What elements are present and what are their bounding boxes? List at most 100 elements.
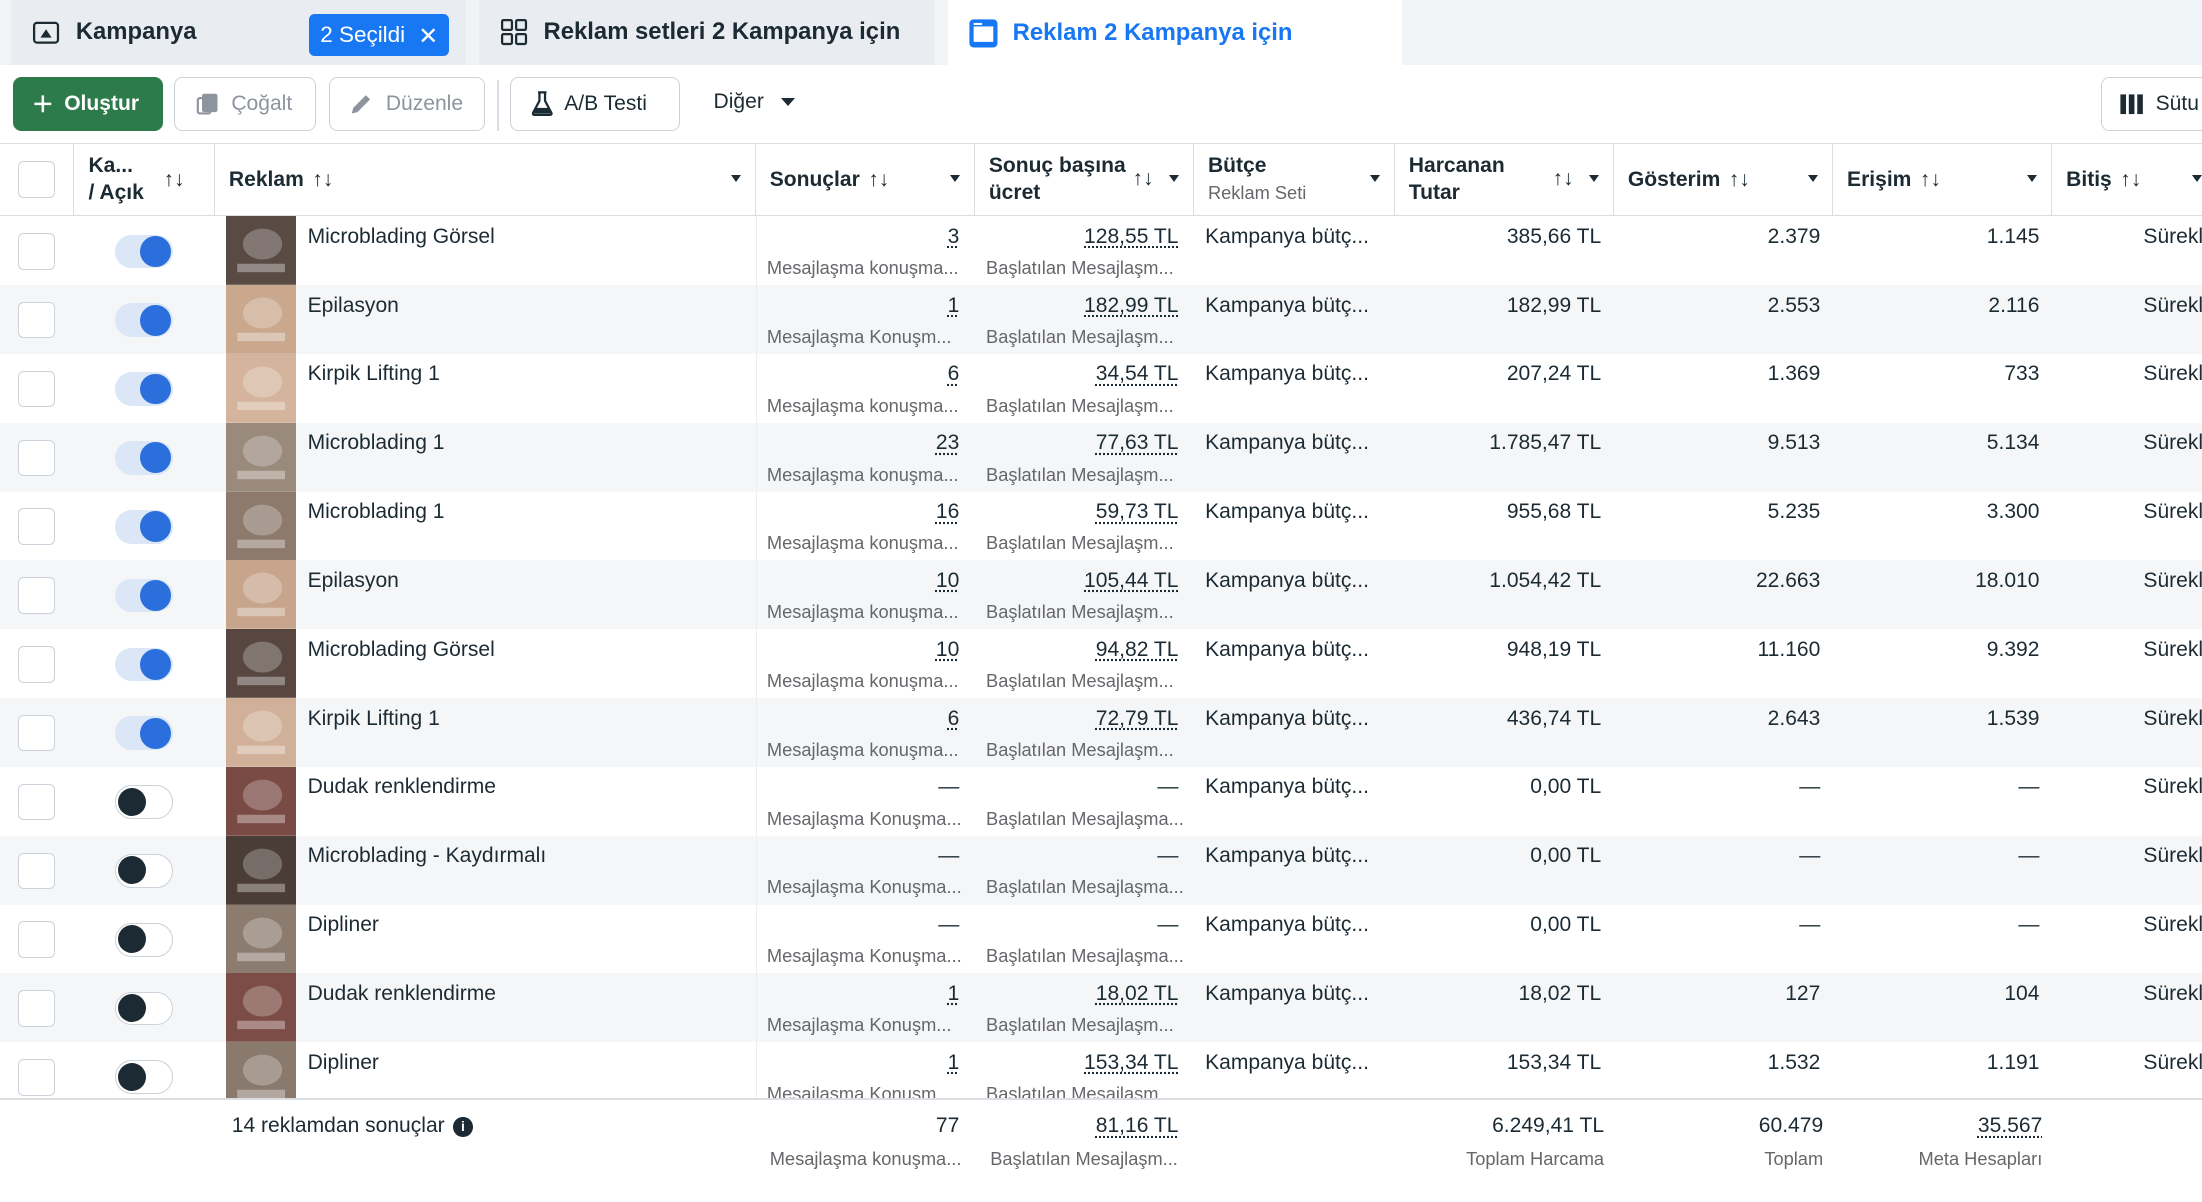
header-ad[interactable]: Reklam ↑↓ xyxy=(215,144,756,216)
chevron-down-icon[interactable] xyxy=(949,175,960,183)
budget-value: Kampanya bütç... xyxy=(1205,844,1369,868)
sort-icon[interactable]: ↑↓ xyxy=(1728,168,1750,192)
ad-name[interactable]: Microblading 1 xyxy=(307,500,445,524)
spent-value: 207,24 TL xyxy=(1506,362,1602,386)
row-checkbox[interactable] xyxy=(18,233,55,270)
delivery-toggle[interactable] xyxy=(115,303,173,338)
sort-icon[interactable]: ↑↓ xyxy=(1552,166,1574,190)
delivery-toggle[interactable] xyxy=(115,372,173,406)
ad-name[interactable]: Dipliner xyxy=(307,912,379,936)
delivery-toggle[interactable] xyxy=(115,509,173,544)
delivery-toggle[interactable] xyxy=(115,922,173,957)
header-reach[interactable]: Erişim ↑↓ xyxy=(1833,144,2053,216)
ad-name[interactable]: Microblading 1 xyxy=(307,431,445,455)
columns-button[interactable]: Sütu xyxy=(2101,77,2202,131)
edit-button[interactable]: Düzenle xyxy=(328,77,485,131)
table-row[interactable]: Dudak renklendirme 1 Mesajlaşma Konuşm... 1… xyxy=(0,973,2202,1043)
results-value: — xyxy=(938,775,960,799)
delivery-toggle[interactable] xyxy=(115,234,173,269)
chevron-down-icon[interactable] xyxy=(730,175,741,183)
tab-ads[interactable]: Reklam 2 Kampanya için xyxy=(948,0,1402,67)
toggle-knob xyxy=(140,580,172,611)
row-checkbox[interactable] xyxy=(18,852,55,890)
row-checkbox[interactable] xyxy=(18,577,55,614)
ad-name[interactable]: Epilasyon xyxy=(307,568,399,592)
ad-name[interactable]: Microblading Görsel xyxy=(307,224,495,248)
delivery-toggle[interactable] xyxy=(115,1060,173,1095)
tab-ad-sets[interactable]: Reklam setleri 2 Kampanya için xyxy=(478,0,935,65)
chevron-down-icon[interactable] xyxy=(1168,175,1179,183)
sort-icon[interactable]: ↑↓ xyxy=(163,168,185,192)
row-checkbox[interactable] xyxy=(18,783,55,821)
footer-spent: 6.249,41 TL xyxy=(1492,1114,1605,1138)
tab-campaign[interactable]: Kampanya 2 Seçildi ✕ xyxy=(11,0,467,65)
info-icon[interactable]: i xyxy=(453,1117,473,1137)
header-impressions[interactable]: Gösterim ↑↓ xyxy=(1614,144,1833,216)
row-checkbox[interactable] xyxy=(18,646,55,683)
cost-per-result-value: — xyxy=(1157,775,1179,799)
row-checkbox[interactable] xyxy=(18,439,55,477)
ab-test-button[interactable]: A/B Testi xyxy=(509,77,680,131)
table-row[interactable]: Epilasyon 1 Mesajlaşma Konuşm... 182,99 TL B… xyxy=(0,285,2202,354)
row-checkbox[interactable] xyxy=(18,301,55,339)
chevron-down-icon[interactable] xyxy=(1369,175,1380,183)
footer-cpr: 81,16 TL xyxy=(1095,1114,1179,1138)
chevron-down-icon[interactable] xyxy=(1807,175,1818,183)
header-spent[interactable]: Harcanan Tutar ↑↓ xyxy=(1395,144,1614,216)
header-cost-per-result[interactable]: Sonuç başına ücret ↑↓ xyxy=(975,144,1194,216)
ad-name[interactable]: Dudak renklendirme xyxy=(307,981,496,1005)
ad-name[interactable]: Kirpik Lifting 1 xyxy=(307,362,440,386)
sort-icon[interactable]: ↑↓ xyxy=(868,168,890,192)
cost-per-result-value: 18,02 TL xyxy=(1095,981,1179,1005)
ad-name[interactable]: Dudak renklendirme xyxy=(307,775,496,799)
row-checkbox[interactable] xyxy=(18,921,55,958)
table-row[interactable]: Dipliner 1 Mesajlaşma Konuşm... 153,34 TL Ba… xyxy=(0,1042,2202,1112)
table-row[interactable]: Microblading Görsel 3 Mesajlaşma konuşma..… xyxy=(0,216,2202,286)
chevron-down-icon[interactable] xyxy=(2192,175,2202,183)
header-toggle[interactable]: Ka... / Açık ↑↓ xyxy=(74,144,215,216)
delivery-toggle[interactable] xyxy=(115,578,173,613)
table-row[interactable]: Microblading 1 23 Mesajlaşma konuşma... 77,… xyxy=(0,422,2202,492)
table-row[interactable]: Kirpik Lifting 1 6 Mesajlaşma konuşma... 72… xyxy=(0,698,2202,767)
delivery-toggle[interactable] xyxy=(115,785,173,819)
ad-name[interactable]: Kirpik Lifting 1 xyxy=(307,706,440,730)
table-row[interactable]: Dudak renklendirme — Mesajlaşma Konuşma...… xyxy=(0,766,2202,836)
sort-icon[interactable]: ↑↓ xyxy=(312,168,334,192)
delivery-toggle[interactable] xyxy=(115,991,173,1026)
duplicate-button[interactable]: Çoğalt xyxy=(174,77,317,131)
row-checkbox[interactable] xyxy=(18,990,55,1027)
sort-icon[interactable]: ↑↓ xyxy=(1919,168,1941,192)
row-checkbox[interactable] xyxy=(18,370,55,408)
table-row[interactable]: Microblading - Kaydırmalı — Mesajlaşma Kon… xyxy=(0,835,2202,905)
ad-name[interactable]: Microblading - Kaydırmalı xyxy=(307,844,547,868)
close-icon[interactable]: ✕ xyxy=(418,23,439,51)
delivery-toggle[interactable] xyxy=(115,647,173,682)
chevron-down-icon[interactable] xyxy=(1588,175,1599,183)
chevron-down-icon[interactable] xyxy=(2027,175,2038,183)
header-budget[interactable]: Bütçe Reklam Seti xyxy=(1194,144,1395,216)
sort-icon[interactable]: ↑↓ xyxy=(1132,166,1154,190)
table-row[interactable]: Epilasyon 10 Mesajlaşma konuşma... 105,44 T… xyxy=(0,560,2202,630)
delivery-toggle[interactable] xyxy=(115,441,173,475)
delivery-toggle[interactable] xyxy=(115,853,173,888)
create-button[interactable]: Oluştur xyxy=(12,77,163,131)
row-checkbox[interactable] xyxy=(18,1059,55,1096)
row-checkbox[interactable] xyxy=(18,508,55,545)
row-checkbox[interactable] xyxy=(18,714,55,752)
sort-icon[interactable]: ↑↓ xyxy=(2120,168,2142,192)
select-all-checkbox[interactable] xyxy=(18,161,55,198)
table-row[interactable]: Microblading Görsel 10 Mesajlaşma konuşma.… xyxy=(0,629,2202,699)
table-row[interactable]: Dipliner — Mesajlaşma Konuşma... — Başlatıla… xyxy=(0,904,2202,974)
header-end[interactable]: Bitiş ↑↓ xyxy=(2052,144,2202,216)
delivery-toggle[interactable] xyxy=(115,716,173,751)
ad-name[interactable]: Epilasyon xyxy=(307,293,399,317)
ad-name[interactable]: Dipliner xyxy=(307,1050,379,1074)
header-results[interactable]: Sonuçlar ↑↓ xyxy=(756,144,975,216)
table-row[interactable]: Kirpik Lifting 1 6 Mesajlaşma konuşma... 34… xyxy=(0,353,2202,423)
table-row[interactable]: Microblading 1 16 Mesajlaşma konuşma... 59,… xyxy=(0,491,2202,561)
more-dropdown[interactable]: Diğer xyxy=(714,90,795,114)
reach-value: 1.539 xyxy=(1986,706,2040,730)
selection-badge[interactable]: 2 Seçildi ✕ xyxy=(309,14,450,57)
ad-name[interactable]: Microblading Görsel xyxy=(307,637,495,661)
end-value: Sürekl xyxy=(2143,912,2202,936)
